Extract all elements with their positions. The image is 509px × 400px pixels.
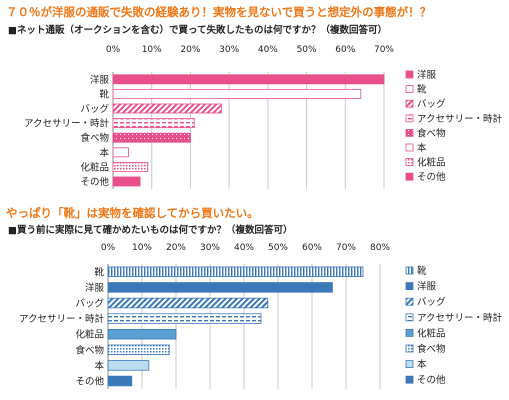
tick-label: 30% [200,243,220,253]
legend-swatch [405,375,414,384]
tick-label: 10% [142,45,162,55]
legend-swatch [405,85,414,93]
legend-swatch [405,282,414,290]
bar [112,74,385,85]
category-label: その他 [80,176,109,188]
bar [107,313,262,324]
legend-label: アクセサリー・時計 [417,312,503,324]
category-label: 靴 [94,266,104,278]
legend-label: バッグ [417,296,446,308]
category-label: その他 [75,376,104,388]
bar [112,176,141,187]
legend-label: 洋服 [417,281,437,293]
legend-swatch [405,329,414,337]
category-label: 食べ物 [80,132,109,144]
legend-swatch [405,360,414,368]
category-label: アクセサリー・時計 [24,118,110,130]
tick-label: 10% [132,243,152,253]
legend-label: 靴 [417,265,427,277]
tick-label: 50% [297,45,317,55]
tick-label: 0% [101,243,116,253]
bar [107,375,133,387]
legend-swatch [405,129,414,137]
question-2: ■買う前に実際に見て確かめたいものは何ですか？（複数回答可） [8,225,293,236]
category-label: アクセサリー・時計 [19,313,105,325]
bar [107,282,333,293]
legend-swatch [405,143,414,152]
bar [112,88,362,99]
legend-label: 靴 [417,84,427,96]
tick-label: 50% [268,243,288,253]
tick-label: 30% [219,45,239,55]
bar [107,360,150,371]
legend-label: 洋服 [417,69,437,81]
legend-swatch [405,70,414,79]
legend-swatch [405,313,414,322]
bar [107,328,177,340]
bar [112,118,195,129]
question-1: ■ネット通販（オークションを含む）で買って失敗したものは何ですか？（複数回答可） [8,25,388,36]
category-label: 本 [99,147,109,159]
chart-failed-purchases: 0% 10% 20% 30% 40% 50% 60% 70%洋服靴バッグアクセサリー・時計食べ… [24,45,503,189]
bar [112,103,222,114]
legend-label: 食べ物 [417,343,446,355]
bar [112,161,149,172]
legend-swatch [405,297,414,306]
tick-label: 70% [374,45,394,55]
legend-label: バッグ [417,98,446,110]
category-label: 化粧品 [75,329,104,341]
legend-label: その他 [417,171,446,183]
category-label: 食べ物 [75,344,104,356]
category-label: 洋服 [85,282,105,294]
category-label: 化粧品 [80,161,109,173]
legend-label: アクセサリー・時計 [417,113,503,125]
tick-label: 60% [302,243,322,253]
bar [112,132,191,143]
category-label: 洋服 [90,74,110,86]
bar [107,297,269,309]
headline-1: ７０％が洋服の通販で失敗の経験あり！実物を見ないで買うと想定外の事態が！？ [6,5,432,19]
legend-label: 本 [417,359,427,371]
legend-label: 化粧品 [417,157,446,169]
bar [107,266,364,278]
tick-label: 20% [166,243,186,253]
tick-label: 40% [234,243,254,253]
category-label: 本 [94,360,104,372]
tick-label: 60% [335,45,355,55]
bar [107,344,170,356]
legend-label: 本 [417,142,427,154]
tick-label: 0% [106,45,121,55]
legend-swatch [405,172,414,181]
tick-label: 20% [180,45,200,55]
legend-label: 食べ物 [417,127,446,139]
legend-label: 化粧品 [417,327,446,339]
tick-label: 80% [370,243,390,253]
category-label: バッグ [80,103,109,115]
category-label: バッグ [75,298,104,310]
legend-swatch [405,266,414,275]
legend-label: その他 [417,374,446,386]
legend-swatch [405,158,414,166]
chart-want-to-see: 0% 10% 20% 30% 40% 50% 60% 70% 80% 靴洋服バッグアクセサリー・時… [19,243,503,389]
tick-label: 40% [258,45,278,55]
legend-swatch [405,114,414,123]
category-label: 靴 [99,88,109,100]
tick-label: 70% [336,243,356,253]
bar [112,147,129,158]
legend-swatch [405,344,414,353]
headline-2: やっぱり「靴」は実物を確認してから買いたい。 [6,206,259,220]
legend-swatch [405,99,414,108]
